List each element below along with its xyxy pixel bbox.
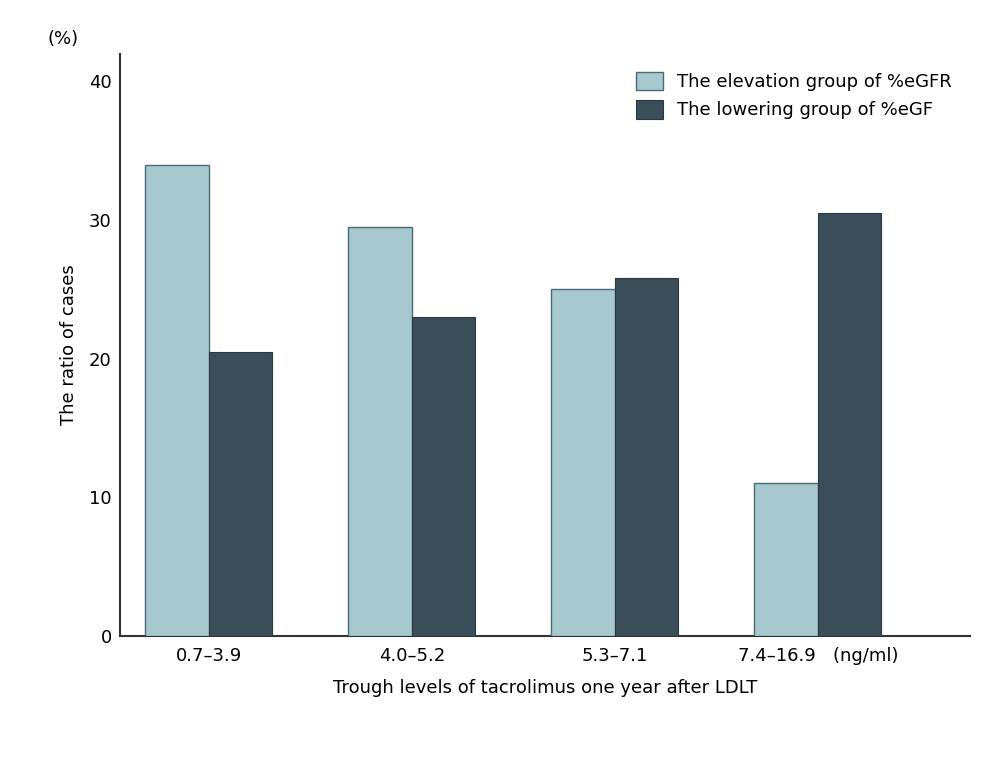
Legend: The elevation group of %eGFR, The lowering group of %eGF: The elevation group of %eGFR, The loweri… (627, 63, 961, 129)
Bar (551, 290, 615, 636)
X-axis label: Trough levels of tacrolimus one year after LDLT: Trough levels of tacrolimus one year aft… (333, 679, 757, 697)
Bar (818, 213, 881, 636)
Bar (412, 317, 475, 636)
Bar (145, 165, 209, 636)
Bar (348, 227, 412, 636)
Y-axis label: The ratio of cases: The ratio of cases (60, 264, 78, 425)
Bar (754, 483, 818, 636)
Bar (209, 352, 272, 636)
Bar (615, 278, 678, 636)
Text: (%): (%) (48, 30, 79, 47)
